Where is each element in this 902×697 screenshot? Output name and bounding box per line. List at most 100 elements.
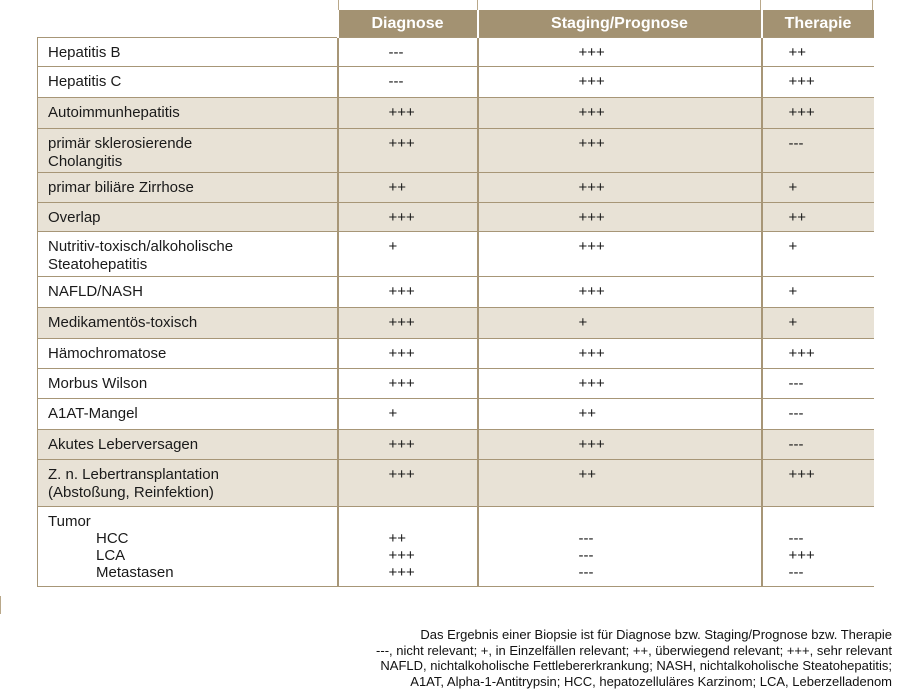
staging-value-cell: --- --- --- (476, 506, 762, 587)
condition-name: Morbus Wilson (38, 369, 337, 393)
therapie-value-cell: + (760, 172, 874, 203)
therapie-value: --- (788, 564, 804, 581)
therapie-value-stack: --- +++ --- (763, 507, 874, 581)
therapie-value: --- (788, 405, 804, 422)
diagnose-value-cell: +++ (336, 202, 478, 232)
condition-cell: primar biliäre Zirrhose (37, 172, 338, 203)
diagnose-value-cell: +++ (336, 429, 478, 460)
staging-value-cell: ++ (476, 398, 762, 430)
footnote-line: NAFLD, nichtalkoholische Fettlebererkran… (380, 658, 892, 673)
diagnose-value: --- (388, 73, 404, 90)
table-row: primär sklerosierende Cholangitis +++ +++ --… (37, 128, 874, 173)
condition-name-line: Overlap (48, 209, 101, 226)
condition-name-line: A1AT-Mangel (48, 405, 138, 422)
diagnose-value-stack: ++ +++ +++ (339, 507, 477, 581)
condition-cell: Morbus Wilson (37, 368, 338, 399)
condition-name-line: Medikamentös-toxisch (48, 314, 198, 331)
therapie-value-cell: +++ (760, 338, 874, 369)
condition-cell: A1AT-Mangel (37, 398, 338, 430)
staging-value-cell: +++ (476, 338, 762, 369)
table-row: NAFLD/NASH +++ +++ + (37, 276, 874, 308)
table-row: Hepatitis B --- +++ ++ (37, 37, 874, 67)
footnote-line: A1AT, Alpha-1-Antitrypsin; HCC, hepatoze… (410, 673, 892, 689)
staging-value-cell: +++ (476, 231, 762, 277)
diagnose-value: +++ (388, 466, 415, 483)
staging-value: +++ (578, 135, 605, 152)
top-divider (760, 0, 761, 10)
condition-name-line: Hepatitis C (48, 73, 122, 90)
header-therapie: Therapie (760, 10, 874, 38)
table-row: Akutes Leberversagen +++ +++ --- (37, 429, 874, 460)
table-footnote: Das Ergebnis einer Biopsie ist für Diagn… (376, 627, 892, 689)
staging-value-cell: +++ (476, 202, 762, 232)
condition-cell: Medikamentös-toxisch (37, 307, 338, 339)
staging-value-cell: +++ (476, 368, 762, 399)
table-row: A1AT-Mangel + ++ --- (37, 398, 874, 430)
therapie-value: + (788, 238, 798, 255)
diagnose-value-cell: +++ (336, 307, 478, 339)
condition-name-line: Hämochromatose (48, 345, 167, 362)
staging-value-cell: +++ (476, 66, 762, 98)
staging-value: --- (578, 530, 594, 547)
staging-value-stack: --- --- --- (479, 507, 761, 581)
footnote-line: ---, nicht relevant; +, in Einzelfällen … (376, 642, 892, 658)
therapie-value: + (788, 179, 798, 196)
diagnose-value-cell: ++ +++ +++ (336, 506, 478, 587)
staging-value: +++ (578, 345, 605, 362)
condition-name-line: (Abstoßung, Reinfektion) (48, 484, 214, 501)
diagnose-value: +++ (388, 104, 415, 121)
staging-value: --- (578, 547, 594, 564)
therapie-value: + (788, 283, 798, 300)
staging-value: +++ (578, 104, 605, 121)
therapie-value: ++ (788, 44, 807, 61)
therapie-value: --- (788, 530, 804, 547)
condition-name: primar biliäre Zirrhose (38, 173, 337, 197)
condition-name: Tumor HCC LCA Metastasen (38, 507, 337, 581)
staging-value: +++ (578, 179, 605, 196)
condition-name: Autoimmunhepatitis (38, 98, 337, 122)
therapie-value-cell: --- (760, 128, 874, 173)
top-divider (338, 0, 339, 10)
therapie-value: +++ (788, 466, 815, 483)
header-row: Diagnose Staging/Prognose Therapie (37, 10, 874, 38)
condition-name-line: Morbus Wilson (48, 375, 148, 392)
condition-name: Medikamentös-toxisch (38, 308, 337, 332)
therapie-value-cell: ++ (760, 202, 874, 232)
condition-cell: primär sklerosierende Cholangitis (37, 128, 338, 173)
condition-name-line: Steatohepatitis (48, 256, 148, 273)
therapie-value-cell: +++ (760, 66, 874, 98)
staging-value-cell: +++ (476, 128, 762, 173)
biopsy-relevance-table: Diagnose Staging/Prognose Therapie Hepat… (37, 10, 874, 587)
therapie-value-cell: --- (760, 398, 874, 430)
condition-name: Nutritiv-toxisch/alkoholische Steatohepat… (38, 232, 337, 274)
tumor-subtype: HCC (96, 530, 129, 547)
condition-cell: Z. n. Lebertransplantation (Abstoßung, Re… (37, 459, 338, 507)
therapie-value-cell: + (760, 231, 874, 277)
therapie-value: --- (788, 135, 804, 152)
therapie-value-cell: --- +++ --- (760, 506, 874, 587)
therapie-value: +++ (788, 104, 815, 121)
table-row: primar biliäre Zirrhose ++ +++ + (37, 172, 874, 203)
condition-name-line: primar biliäre Zirrhose (48, 179, 194, 196)
condition-cell: Hepatitis C (37, 66, 338, 98)
diagnose-value: +++ (388, 345, 415, 362)
therapie-value-cell: +++ (760, 459, 874, 507)
table-row-tumor: Tumor HCC LCA Metastasen ++ +++ +++ --- --- --- --… (37, 506, 874, 587)
condition-cell: Tumor HCC LCA Metastasen (37, 506, 338, 587)
condition-cell: Overlap (37, 202, 338, 232)
diagnose-value: +++ (388, 135, 415, 152)
staging-value-cell: +++ (476, 429, 762, 460)
staging-value: +++ (578, 283, 605, 300)
therapie-value-cell: + (760, 276, 874, 308)
staging-value: ++ (578, 466, 597, 483)
condition-name: primär sklerosierende Cholangitis (38, 129, 337, 171)
table-row: Nutritiv-toxisch/alkoholische Steatohepat… (37, 231, 874, 277)
table-row: Z. n. Lebertransplantation (Abstoßung, Re… (37, 459, 874, 507)
condition-cell: Nutritiv-toxisch/alkoholische Steatohepat… (37, 231, 338, 277)
condition-name-line: Cholangitis (48, 153, 123, 170)
therapie-value-cell: + (760, 307, 874, 339)
diagnose-value: +++ (388, 283, 415, 300)
diagnose-value-cell: ++ (336, 172, 478, 203)
left-margin-mark (0, 596, 1, 614)
